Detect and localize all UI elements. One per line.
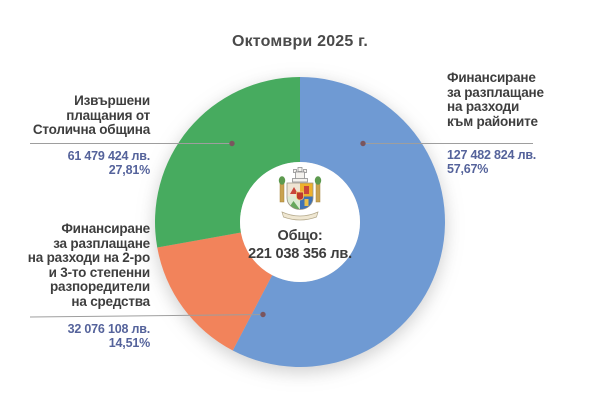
donut-chart (155, 77, 445, 367)
chart-title: Октомври 2025 г. (231, 33, 369, 50)
callout-line: за разплащане (447, 84, 544, 100)
callout-values-secondary-spenders: 32 076 108 лв. 14,51% (10, 322, 151, 350)
total-value: 221 038 356 лв. (248, 246, 352, 262)
callout-values-districts: 127 482 824 лв. 57,67% (447, 148, 582, 176)
callout-line: на разходи на 2-ро (27, 250, 150, 265)
callout-line: Финансиране (61, 221, 150, 236)
callout-percent: 14,51% (108, 336, 150, 350)
donut-segment (155, 77, 300, 248)
callout-label-districts: Финансиране за разплащане на разходи към… (447, 70, 582, 129)
column-right (315, 182, 321, 203)
callout-value: 127 482 824 лв. (447, 148, 537, 162)
donut-chart-container (140, 62, 460, 382)
callout-percent: 57,67% (447, 162, 489, 176)
callout-value: 32 076 108 лв. (67, 322, 151, 336)
donut-segment (157, 232, 273, 351)
callout-line: за разплащане (53, 235, 150, 251)
ribbon (281, 211, 319, 221)
callout-label-sofia-municipality: Извършени плащания от Столична община (10, 93, 150, 138)
callout-line: и 3-то степенни (48, 264, 151, 280)
total-label: Общо: (277, 228, 323, 244)
callout-line: Финансиране (447, 70, 536, 85)
callout-line: към районите (447, 113, 538, 129)
callout-line: Столична община (32, 122, 150, 137)
callout-values-sofia-municipality: 61 479 424 лв. 27,81% (10, 149, 151, 177)
sofia-coat-of-arms-icon (278, 167, 322, 221)
column-left (279, 182, 285, 203)
callout-line: плащания от (66, 107, 150, 123)
callout-value: 61 479 424 лв. (67, 149, 151, 163)
callout-line: на разходи (447, 99, 520, 114)
callout-percent: 27,81% (108, 163, 150, 177)
callout-line: Извършени (74, 93, 150, 108)
donut-segment (232, 77, 445, 367)
donut-hole (240, 162, 360, 282)
callout-label-secondary-spenders: Финансиране за разплащане на разходи на … (10, 221, 151, 309)
callout-line: разпоредители (49, 279, 150, 294)
callout-line: на средства (71, 293, 150, 309)
